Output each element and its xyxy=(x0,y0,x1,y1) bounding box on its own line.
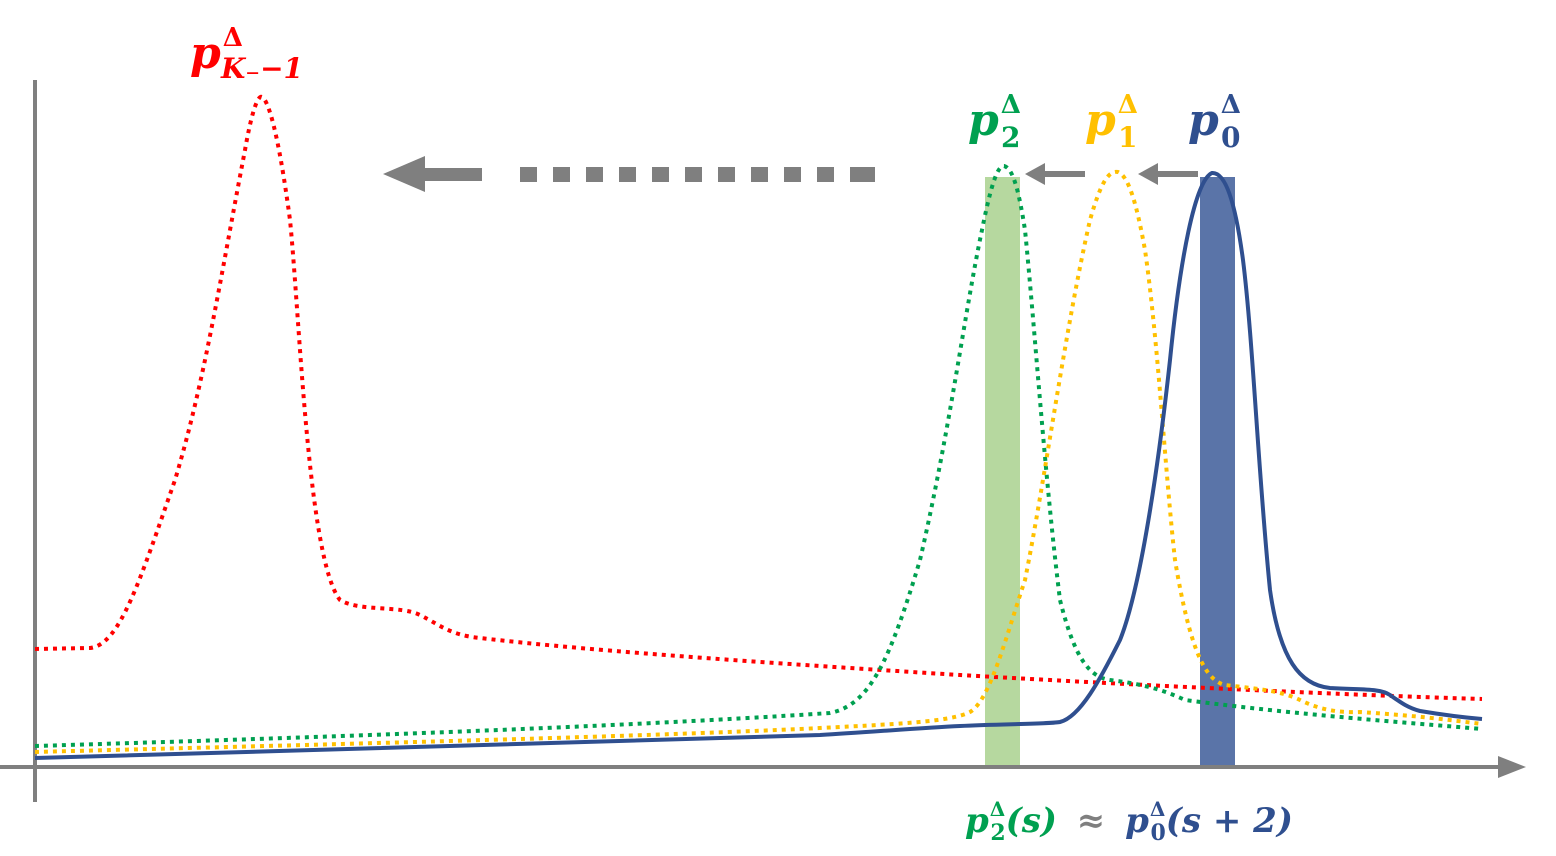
shift-arrow-head xyxy=(383,156,425,192)
x-axis-arrowhead xyxy=(1498,756,1526,778)
shift-arrow-small-2 xyxy=(1138,163,1198,185)
label-p-2: pΔ 2 xyxy=(968,90,1021,154)
green-highlight-bar xyxy=(985,177,1020,767)
label-p-0: pΔ 0 xyxy=(1188,90,1241,154)
navy-highlight-bar xyxy=(1200,177,1235,767)
label-p-k-minus-1: pΔ K₋−1 xyxy=(190,23,303,85)
shift-arrow-dashed xyxy=(383,156,875,192)
navy-solid-curve xyxy=(34,171,1483,760)
shift-arrow-dashes xyxy=(520,167,875,182)
label-p-1: pΔ 1 xyxy=(1085,90,1138,154)
equation-shift-relation: pΔ 2(s) ≈ pΔ 0(s + 2) xyxy=(965,797,1293,846)
red-dotted-curve xyxy=(34,94,1483,701)
shift-arrow-small-1 xyxy=(1025,163,1085,185)
yellow-dotted-curve xyxy=(34,169,1483,754)
green-dotted-curve xyxy=(34,163,1483,748)
